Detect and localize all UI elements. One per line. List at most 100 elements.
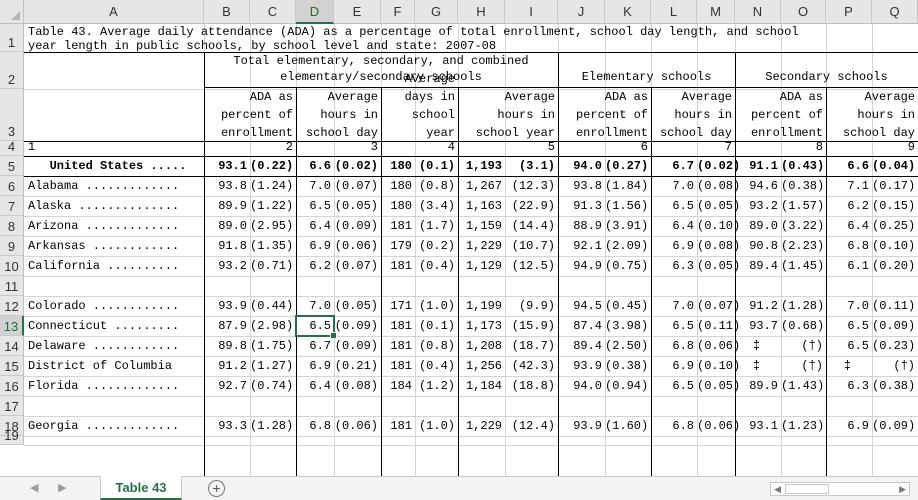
data-cell: (0.05) [334, 299, 378, 313]
selected-cell[interactable] [295, 315, 337, 339]
data-cell: (1.28) [781, 299, 825, 313]
scroll-thumb[interactable] [785, 484, 829, 494]
row-header-9[interactable]: 9 [0, 236, 24, 256]
gridline-vertical [415, 24, 416, 476]
row-header-1[interactable]: 1 [0, 24, 24, 52]
row-header-18[interactable]: 18 [0, 416, 24, 436]
column-header-f[interactable]: F [381, 0, 415, 24]
row-header-7[interactable]: 7 [0, 196, 24, 216]
data-cell: (0.71) [250, 259, 294, 273]
row-header-6[interactable]: 6 [0, 176, 24, 196]
scroll-left-icon[interactable]: ◀ [774, 484, 781, 494]
data-cell: (0.06) [697, 419, 741, 433]
column-header-o[interactable]: O [781, 0, 826, 24]
data-cell: 87.4 [573, 319, 602, 333]
column-header-k[interactable]: K [605, 0, 651, 24]
column-header-q[interactable]: Q [872, 0, 918, 24]
row-header-16[interactable]: 16 [0, 376, 24, 396]
row-header-15[interactable]: 15 [0, 356, 24, 376]
column-header-c[interactable]: C [250, 0, 296, 24]
column-header-g[interactable]: G [415, 0, 458, 24]
row-header-5[interactable]: 5 [0, 156, 24, 176]
data-cell: (9.9) [518, 299, 555, 313]
select-all-corner[interactable] [0, 0, 24, 24]
data-cell: (14.4) [511, 219, 555, 233]
add-sheet-button[interactable]: + [208, 480, 225, 497]
row-label: Alaska .............. [28, 199, 180, 213]
row-header-8[interactable]: 8 [0, 216, 24, 236]
previous-sheet-icon[interactable]: ◀ [30, 482, 39, 494]
data-cell: (2.23) [781, 239, 825, 253]
column-header-e[interactable]: E [334, 0, 381, 24]
data-cell: (0.43) [781, 159, 825, 173]
data-cell: 1,159 [465, 219, 502, 233]
column-header-m[interactable]: M [697, 0, 735, 24]
data-cell: 88.9 [573, 219, 602, 233]
data-cell: (10.7) [511, 239, 555, 253]
data-cell: (0.75) [605, 259, 649, 273]
row-header-3[interactable]: 3 [0, 89, 24, 141]
data-cell: 181 [390, 219, 412, 233]
data-cell: 7.0 [847, 299, 869, 313]
column-header-text: Average [327, 90, 378, 104]
column-number-3: 3 [370, 140, 378, 154]
data-cell: 91.2 [749, 299, 778, 313]
data-cell: (0.06) [334, 239, 378, 253]
sheet-tab-table-43[interactable]: Table 43 [100, 476, 182, 500]
data-cell: (1.43) [781, 379, 825, 393]
data-cell: (0.38) [605, 359, 649, 373]
gridline-vertical [872, 24, 873, 476]
table-border [24, 141, 918, 142]
data-cell: 6.5 [847, 319, 869, 333]
data-cell: (1.28) [250, 419, 294, 433]
row-header-12[interactable]: 12 [0, 296, 24, 316]
column-header-text: school year [475, 126, 555, 140]
column-header-text: school day [842, 126, 915, 140]
row-header-10[interactable]: 10 [0, 256, 24, 276]
row-header-19[interactable]: 19 [0, 428, 24, 445]
table-title-line-2: year length in public schools, by school… [28, 39, 497, 53]
row-header-13[interactable]: 13 [0, 316, 24, 336]
group-header-secondary: Secondary schools [765, 70, 888, 84]
table-border [24, 156, 918, 157]
data-cell: (†) [893, 359, 915, 373]
data-cell: 6.4 [309, 219, 331, 233]
row-header-4[interactable]: 4 [0, 139, 24, 156]
gridline-vertical [505, 24, 506, 476]
column-number-5: 5 [547, 140, 555, 154]
column-header-d[interactable]: D [296, 0, 334, 24]
column-header-l[interactable]: L [651, 0, 697, 24]
column-header-text: school day [659, 126, 732, 140]
column-header-n[interactable]: N [735, 0, 781, 24]
data-cell: (22.9) [511, 199, 555, 213]
data-cell: (0.09) [872, 419, 916, 433]
column-header-b[interactable]: B [204, 0, 250, 24]
data-cell: (1.75) [250, 339, 294, 353]
column-header-i[interactable]: I [505, 0, 558, 24]
data-cell: 179 [390, 239, 412, 253]
data-cell: 94.5 [573, 299, 602, 313]
column-header-a[interactable]: A [24, 0, 204, 24]
data-cell: (0.94) [605, 379, 649, 393]
scroll-right-icon[interactable]: ▶ [899, 484, 906, 494]
row-header-17[interactable]: 17 [0, 396, 24, 416]
data-cell: (0.02) [697, 159, 741, 173]
row-header-14[interactable]: 14 [0, 336, 24, 356]
data-cell: 93.1 [749, 419, 778, 433]
column-header-text: enrollment [220, 126, 293, 140]
data-cell: ‡ [752, 339, 761, 353]
next-sheet-icon[interactable]: ▶ [58, 482, 67, 494]
column-header-p[interactable]: P [826, 0, 872, 24]
horizontal-scrollbar[interactable]: ◀ ▶ [770, 482, 910, 496]
data-cell: 91.3 [573, 199, 602, 213]
row-header-2[interactable]: 2 [0, 52, 24, 89]
data-cell: 91.8 [218, 239, 247, 253]
column-header-h[interactable]: H [458, 0, 505, 24]
column-number-8: 8 [815, 140, 823, 154]
column-header-j[interactable]: J [558, 0, 605, 24]
table-border [204, 52, 205, 476]
row-header-11[interactable]: 11 [0, 276, 24, 296]
data-cell: 91.2 [218, 359, 247, 373]
data-cell: 1,256 [465, 359, 502, 373]
data-cell: (0.22) [250, 159, 294, 173]
